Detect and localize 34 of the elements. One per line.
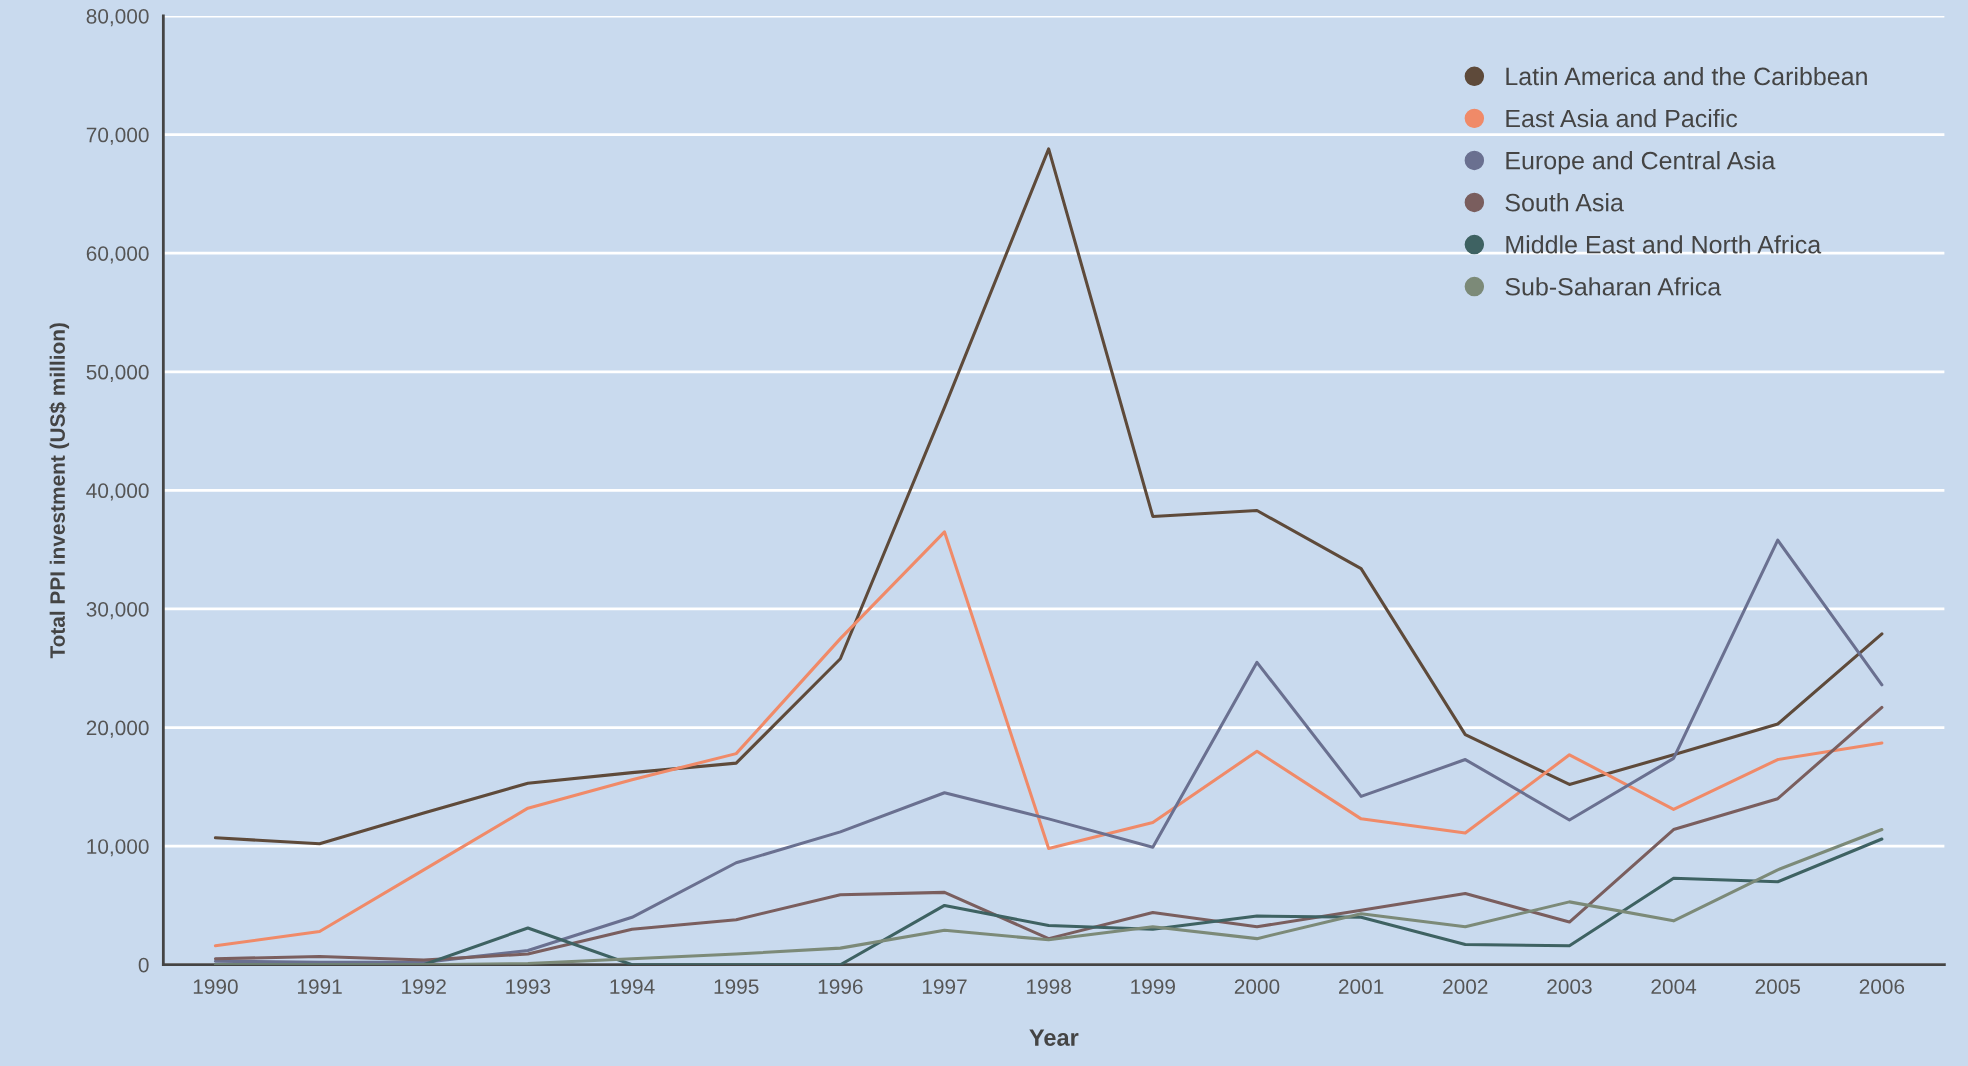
- x-tick-label: 1994: [610, 979, 655, 994]
- x-tick-label: 1996: [818, 979, 863, 994]
- x-tick-label: 1990: [193, 979, 238, 994]
- y-tick-label: 60,000: [86, 246, 149, 264]
- legend-label: Europe and Central Asia: [1506, 151, 1776, 175]
- y-tick-label: 30,000: [86, 601, 149, 620]
- y-tick-label: 20,000: [86, 720, 149, 738]
- x-axis-title: Year: [1029, 1029, 1079, 1046]
- legend-label: Sub-Saharan Africa: [1505, 277, 1722, 296]
- x-tick-label: 1993: [506, 979, 551, 994]
- y-axis-title: Total PPI investment (US$ million): [49, 323, 70, 659]
- legend-label: South Asia: [1505, 193, 1624, 212]
- legend-label: Middle East and North Africa: [1506, 235, 1822, 254]
- legend-label: East Asia and Pacific: [1506, 109, 1738, 128]
- x-tick-label: 2002: [1443, 979, 1488, 994]
- x-tick-label: 2004: [1651, 979, 1697, 994]
- y-tick-label: 10,000: [87, 839, 149, 857]
- y-tick-label: 80,000: [86, 8, 149, 27]
- x-tick-label: 2001: [1339, 979, 1384, 994]
- x-tick-label: 1992: [402, 979, 446, 994]
- x-tick-label: 2003: [1547, 979, 1592, 994]
- x-tick-label: 1999: [1131, 979, 1175, 994]
- y-tick-label: 0: [138, 957, 149, 973]
- x-tick-label: 2005: [1755, 979, 1801, 994]
- y-tick-label: 40,000: [86, 483, 149, 501]
- x-tick-label: 2006: [1859, 979, 1905, 994]
- x-tick-label: 1995: [714, 979, 759, 994]
- x-tick-label: 1991: [297, 979, 342, 994]
- x-tick-label: 1998: [1027, 979, 1071, 994]
- x-tick-label: 2000: [1234, 979, 1280, 994]
- x-tick-label: 1997: [922, 979, 967, 994]
- y-tick-label: 70,000: [86, 127, 149, 145]
- legend-label: Latin America and the Caribbean: [1506, 66, 1867, 86]
- y-tick-label: 50,000: [86, 364, 149, 382]
